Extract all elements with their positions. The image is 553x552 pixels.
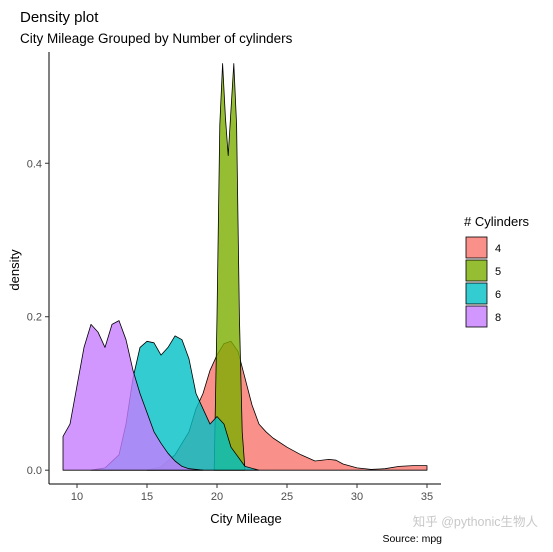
x-tick-label: 30: [351, 491, 363, 503]
y-axis-ticks: 0.0 0.2 0.4: [27, 158, 49, 477]
legend-label-5: 5: [495, 266, 501, 278]
y-axis-label: density: [7, 249, 22, 291]
chart-caption: Source: mpg: [382, 533, 442, 545]
chart-title: Density plot: [20, 9, 99, 26]
density-area-5: [213, 63, 246, 471]
legend-key-4: [465, 236, 488, 259]
x-tick-label: 25: [281, 491, 293, 503]
legend-key-6: [465, 282, 488, 305]
legend-title: # Cylinders: [464, 214, 530, 229]
legend: # Cylinders 4 5 6 8: [464, 214, 530, 328]
legend-label-6: 6: [495, 289, 501, 301]
chart-subtitle: City Mileage Grouped by Number of cylind…: [20, 31, 293, 46]
legend-label-8: 8: [495, 312, 501, 324]
watermark: 知乎 @pythonic生物人: [413, 515, 539, 529]
legend-key-8: [465, 305, 488, 328]
legend-key-5: [465, 259, 488, 282]
plot-panel: [62, 63, 428, 471]
x-tick-label: 10: [71, 491, 83, 503]
y-tick-label: 0.2: [27, 312, 42, 324]
x-axis-ticks: 10 15 20 25 30 35: [71, 484, 433, 503]
x-tick-label: 20: [211, 491, 223, 503]
x-tick-label: 15: [141, 491, 153, 503]
x-axis-label: City Mileage: [210, 511, 282, 526]
density-area-8: [62, 320, 204, 471]
x-tick-label: 35: [421, 491, 433, 503]
y-tick-label: 0.0: [27, 465, 42, 477]
legend-label-4: 4: [495, 243, 501, 255]
y-tick-label: 0.4: [27, 158, 42, 170]
